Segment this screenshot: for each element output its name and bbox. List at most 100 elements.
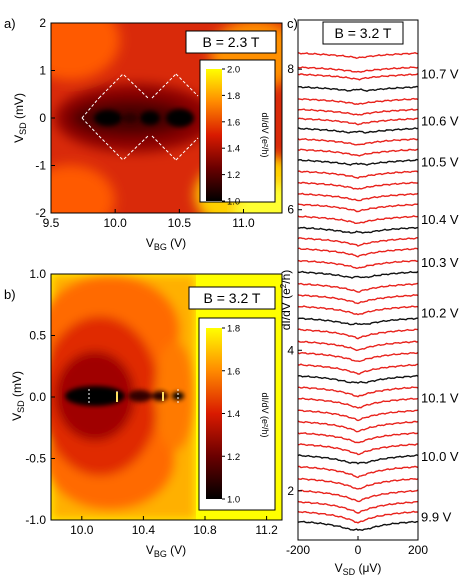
b-xtick-label-0: 10.0: [70, 523, 94, 537]
a-cb-tick-label-2: 1.6: [227, 117, 240, 128]
trace-31: [297, 397, 419, 409]
trace-1: [297, 66, 419, 73]
a-ytick-label-1: 1: [39, 64, 46, 78]
gate-voltage-label-2: 10.5 V: [421, 154, 459, 169]
field-label-box-b: B = 3.2 T: [188, 286, 276, 310]
panel-a-label: a): [4, 16, 16, 31]
trace-34: [297, 431, 419, 444]
trace-0: [297, 51, 419, 60]
a-ytick-label-4: -2: [35, 206, 46, 220]
a-cb-tick-label-5: 1.0: [227, 197, 240, 208]
b-ytick-label-0: 1.0: [29, 267, 46, 281]
trace-8: [297, 137, 419, 146]
trace-27: [297, 351, 419, 363]
plot-frame-c: [297, 19, 419, 541]
field-label-a: B = 2.3 T: [203, 34, 260, 50]
colorbar-box-b: 1.8 1.6 1.4 1.2 1.0 dI/dV (e²/h): [198, 317, 276, 511]
x-axis-label-a: VBG (V): [146, 236, 186, 252]
a-xtick-label-3: 11.0: [232, 216, 255, 230]
trace-25: [297, 328, 419, 340]
trace-30: [298, 386, 419, 398]
y-axis-label-c: dI/dV (e2/h): [279, 270, 293, 331]
c-xtick-label-0: -200: [286, 543, 310, 557]
b-cb-tick-label-4: 1.0: [227, 495, 240, 506]
trace-11: [297, 170, 419, 179]
y-axis-label-b: VSD (mV): [10, 371, 26, 421]
b-cb-tick-label-1: 1.6: [227, 366, 240, 377]
trace-22: [297, 294, 419, 305]
trace-28: [297, 363, 419, 375]
trace-14: [297, 203, 419, 213]
trace-24: [297, 317, 418, 326]
b-xtick-label-2: 10.8: [193, 523, 217, 537]
gate-voltage-label-6: 10.1 V: [421, 391, 459, 406]
trace-19: [297, 259, 419, 270]
a-ytick-label-2: 0: [39, 111, 46, 125]
c-ytick-label-3: 8: [287, 62, 294, 76]
trace-38: [297, 477, 419, 490]
x-axis-label-c: VSD (μV): [335, 561, 382, 577]
trace-33: [297, 420, 419, 433]
panel-b: b): [4, 267, 283, 559]
b-xtick-label-1: 10.4: [132, 523, 156, 537]
panel-c: c) B = 3.2 T -200 0 200 2 4 6 8 10.7 V 10.6 V 10…: [279, 16, 459, 577]
c-ytick-label-0: 2: [287, 484, 294, 498]
trace-13: [297, 192, 419, 202]
c-xtick-label-1: 0: [355, 543, 362, 557]
colorbar-a: [206, 69, 222, 201]
trace-21: [297, 282, 419, 293]
b-cb-tick-label-0: 1.8: [227, 324, 240, 335]
a-xtick-label-2: 10.5: [168, 216, 192, 230]
trace-35: [297, 443, 419, 456]
field-label-box-a: B = 2.3 T: [185, 30, 277, 54]
b-ytick-label-2: 0.0: [29, 390, 46, 404]
diamond-guides-a: [81, 73, 199, 161]
trace-39: [297, 489, 419, 503]
gate-voltage-label-4: 10.3 V: [421, 255, 459, 270]
b-cb-tick-label-3: 1.2: [227, 452, 240, 463]
a-xtick-label-0: 9.5: [43, 216, 60, 230]
trace-16: [298, 226, 419, 234]
field-label-box-c: B = 3.2 T: [322, 21, 404, 45]
gate-voltage-label-5: 10.2 V: [421, 306, 459, 321]
trace-7: [297, 127, 419, 134]
trace-41: [297, 510, 419, 524]
a-cb-tick-label-0: 2.0: [227, 65, 240, 76]
trace-2: [297, 72, 419, 81]
trace-17: [297, 236, 419, 247]
gate-voltage-label-8: 9.9 V: [421, 509, 452, 524]
b-xtick-label-3: 11.2: [255, 523, 278, 537]
trace-20: [297, 270, 419, 279]
b-cb-tick-label-2: 1.4: [227, 409, 240, 420]
panel-b-label: b): [4, 287, 16, 302]
field-label-c: B = 3.2 T: [335, 25, 392, 41]
c-ytick-label-2: 6: [287, 203, 294, 217]
x-axis-label-b: VBG (V): [146, 543, 186, 559]
trace-18: [297, 247, 419, 258]
trace-6: [297, 117, 419, 126]
a-cb-tick-label-3: 1.4: [227, 144, 240, 155]
colorbar-b: [206, 328, 222, 499]
y-axis-label-a: VSD (mV): [12, 93, 28, 143]
gate-voltage-label-3: 10.4 V: [421, 212, 459, 227]
trace-36: [297, 454, 419, 465]
b-ytick-label-3: -0.5: [25, 452, 46, 466]
c-xtick-label-2: 200: [408, 543, 428, 557]
trace-12: [298, 181, 419, 190]
trace-37: [298, 465, 419, 479]
a-cb-tick-label-1: 1.8: [227, 91, 240, 102]
a-xtick-label-1: 10.0: [103, 216, 127, 230]
trace-4: [297, 97, 419, 106]
colorbar-label-a: dI/dV (e²/h): [260, 112, 270, 157]
trace-23: [297, 305, 419, 316]
panel-a: a): [4, 16, 283, 252]
gate-voltage-label-1: 10.6 V: [421, 114, 459, 129]
b-ytick-label-1: 0.5: [29, 329, 46, 343]
trace-10: [297, 158, 419, 166]
field-label-b: B = 3.2 T: [204, 290, 261, 306]
trace-5: [297, 108, 418, 116]
panel-c-label: c): [287, 16, 298, 31]
a-cb-tick-label-4: 1.2: [227, 170, 240, 181]
a-ytick-label-0: 2: [39, 16, 46, 30]
